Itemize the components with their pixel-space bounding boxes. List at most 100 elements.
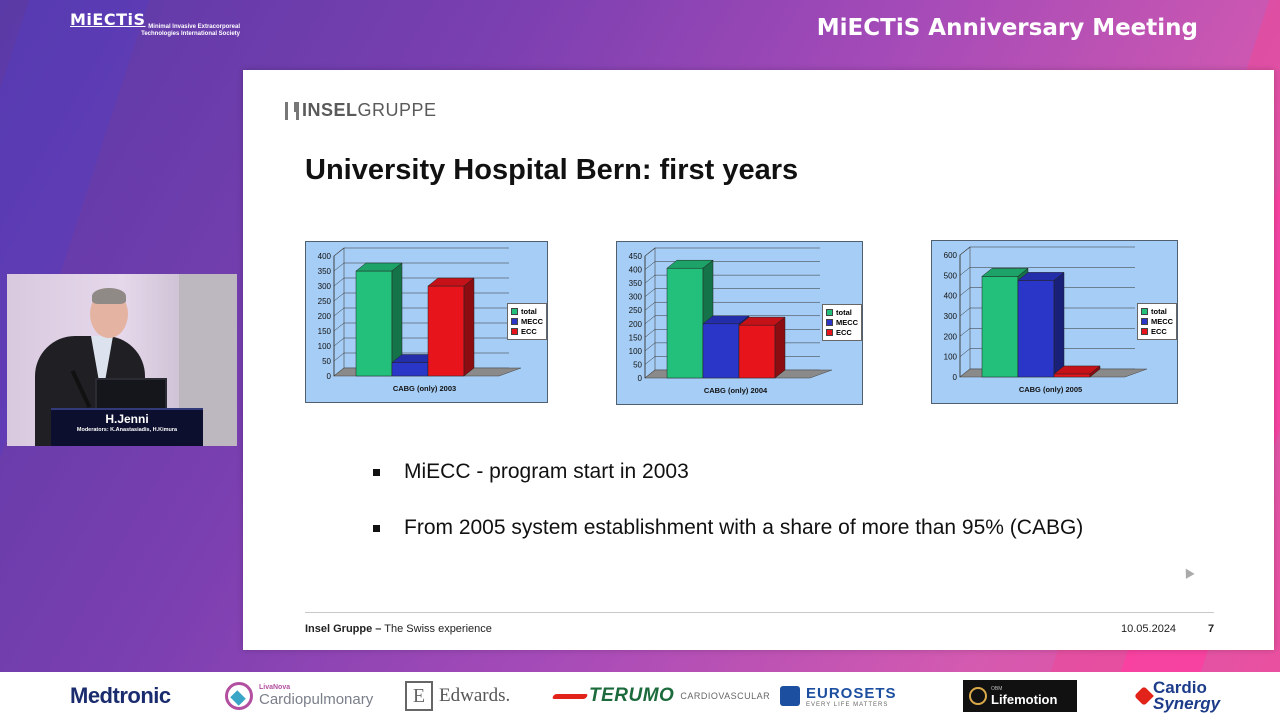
grid-line-diag xyxy=(333,352,345,362)
bar-side-ecc xyxy=(1089,365,1101,378)
legend-swatch xyxy=(1141,328,1148,335)
legend-item: MECC xyxy=(1141,317,1173,326)
cardiosynergy-logo: Cardio Synergy xyxy=(1134,672,1221,720)
legend-item: MECC xyxy=(511,317,543,326)
grid-line-diag xyxy=(333,262,345,272)
grid-line-diag xyxy=(959,267,971,276)
grid-line-diag xyxy=(333,247,345,257)
legend-label: total xyxy=(836,308,852,317)
grid-line-diag xyxy=(333,277,345,287)
chart-svg: 0 100 200 300 400 500 600 CABG (only) 2005 xyxy=(944,246,1148,394)
legend-label: total xyxy=(1151,307,1167,316)
miectis-logo: MiECTiS Minimal Invasive Extracorporeal … xyxy=(70,10,240,37)
chart-2003: 0 50 100 150 200 250 300 350 400 CABG (only) 2003… xyxy=(305,241,548,403)
y-tick-label: 250 xyxy=(318,297,332,306)
terumo-swoosh-icon xyxy=(551,693,589,699)
y-tick-label: 500 xyxy=(944,271,958,280)
legend-swatch xyxy=(511,308,518,315)
lifemotion-dot-icon xyxy=(969,687,987,705)
page-number: 7 xyxy=(1208,623,1215,635)
y-tick-label: 350 xyxy=(629,279,643,288)
legend-label: MECC xyxy=(521,317,544,326)
bullet-text: MiECC - program start in 2003 xyxy=(404,460,689,483)
x-axis-label: CABG (only) 2005 xyxy=(1019,385,1082,394)
legend-item: total xyxy=(826,308,858,317)
medtronic-logo: Medtronic xyxy=(70,683,171,708)
legend-swatch xyxy=(1141,318,1148,325)
mouse-cursor-icon xyxy=(1181,566,1195,579)
legend-label: total xyxy=(521,307,537,316)
y-tick-label: 200 xyxy=(629,320,643,329)
logo-sub-text: Minimal Invasive Extracorporeal Technolo… xyxy=(141,24,240,37)
chart-svg: 0 50 100 150 200 250 300 350 400 CABG (only) 2003 xyxy=(318,247,522,393)
y-tick-label: 100 xyxy=(944,353,958,362)
bullet-list: MiECC - program start in 2003 From 2005 … xyxy=(373,460,1083,572)
legend-swatch xyxy=(826,309,833,316)
grid-line-diag xyxy=(959,348,971,357)
grid-line-diag xyxy=(644,302,656,311)
y-tick-label: 100 xyxy=(629,347,643,356)
insel-logo: INSELGRUPPE xyxy=(285,100,437,121)
sponsor-bar: Medtronic LivaNova Cardiopulmonary E Edw… xyxy=(0,672,1280,720)
bullet-item: From 2005 system establishment with a sh… xyxy=(373,516,1083,540)
brand-bold: INSEL xyxy=(302,100,358,120)
footer-date: 10.05.2024 xyxy=(1121,623,1177,635)
legend-swatch xyxy=(826,329,833,336)
event-title: MiECTiS Anniversary Meeting xyxy=(816,15,1198,41)
y-tick-label: 50 xyxy=(633,360,642,369)
slide-title: University Hospital Bern: first years xyxy=(305,154,799,186)
insel-mark-icon xyxy=(285,101,299,120)
legend-item: total xyxy=(511,307,543,316)
bar-ecc xyxy=(738,324,776,379)
grid-line-diag xyxy=(959,287,971,296)
synergy-text: Synergy xyxy=(1153,694,1221,713)
grid-line-diag xyxy=(333,322,345,332)
speaker-video[interactable]: H.Jenni Moderators: K.Anastasiadis, H.Ki… xyxy=(7,274,237,446)
bullet-square-icon xyxy=(373,524,380,532)
bar-side-ecc xyxy=(774,316,786,379)
grid-line-diag xyxy=(644,288,656,297)
footer-divider xyxy=(305,612,1214,613)
chart-2005: 0 100 200 300 400 500 600 CABG (only) 2005 total… xyxy=(931,240,1178,404)
eurosets-mark-icon xyxy=(780,686,800,706)
y-tick-label: 300 xyxy=(944,312,958,321)
speaker-hair xyxy=(92,288,126,304)
y-tick-label: 200 xyxy=(944,332,958,341)
chart-legend: total MECC ECC xyxy=(507,303,548,340)
bullet-item: MiECC - program start in 2003 xyxy=(373,460,1083,484)
bar-total xyxy=(981,276,1019,378)
bar-mecc xyxy=(1017,280,1055,378)
podium: H.Jenni Moderators: K.Anastasiadis, H.Ki… xyxy=(51,408,203,446)
y-tick-label: 150 xyxy=(318,327,332,336)
footer-subtitle: The Swiss experience xyxy=(384,623,492,635)
y-tick-label: 350 xyxy=(318,267,332,276)
eurosets-sub: EVERY LIFE MATTERS xyxy=(806,701,889,708)
y-tick-label: 0 xyxy=(638,374,643,383)
grid-line-diag xyxy=(644,342,656,352)
y-tick-label: 400 xyxy=(318,252,332,261)
livanova-ring-icon xyxy=(225,682,253,710)
edwards-text: Edwards. xyxy=(439,685,511,706)
cardio-text: Cardio xyxy=(1153,678,1207,697)
bar-side-mecc xyxy=(1053,271,1065,378)
x-axis-label: CABG (only) 2003 xyxy=(393,384,456,393)
bar-mecc xyxy=(391,362,429,377)
bar-mecc xyxy=(702,323,740,379)
chart-2004: 0 50 100 150 200 250 300 350 400 450 CABG (only) 2… xyxy=(616,241,863,405)
grid-line-diag xyxy=(644,247,656,257)
legend-swatch xyxy=(511,328,518,335)
x-axis-label: CABG (only) 2004 xyxy=(704,386,768,395)
bullet-square-icon xyxy=(373,468,380,476)
terumo-text: TERUMO xyxy=(589,685,675,706)
terumo-logo: TERUMO CARDIOVASCULAR xyxy=(551,672,771,720)
y-tick-label: 400 xyxy=(629,266,643,275)
y-tick-label: 600 xyxy=(944,251,958,260)
terumo-sub: CARDIOVASCULAR xyxy=(680,691,771,701)
bar-ecc xyxy=(1053,373,1091,378)
grid-line-diag xyxy=(959,328,971,337)
chart-side-wall xyxy=(644,247,656,379)
legend-swatch xyxy=(1141,308,1148,315)
eurosets-logo: EUROSETS EVERY LIFE MATTERS xyxy=(780,672,897,720)
y-tick-label: 0 xyxy=(953,373,958,382)
presentation-slide: INSELGRUPPE University Hospital Bern: fi… xyxy=(243,70,1274,650)
